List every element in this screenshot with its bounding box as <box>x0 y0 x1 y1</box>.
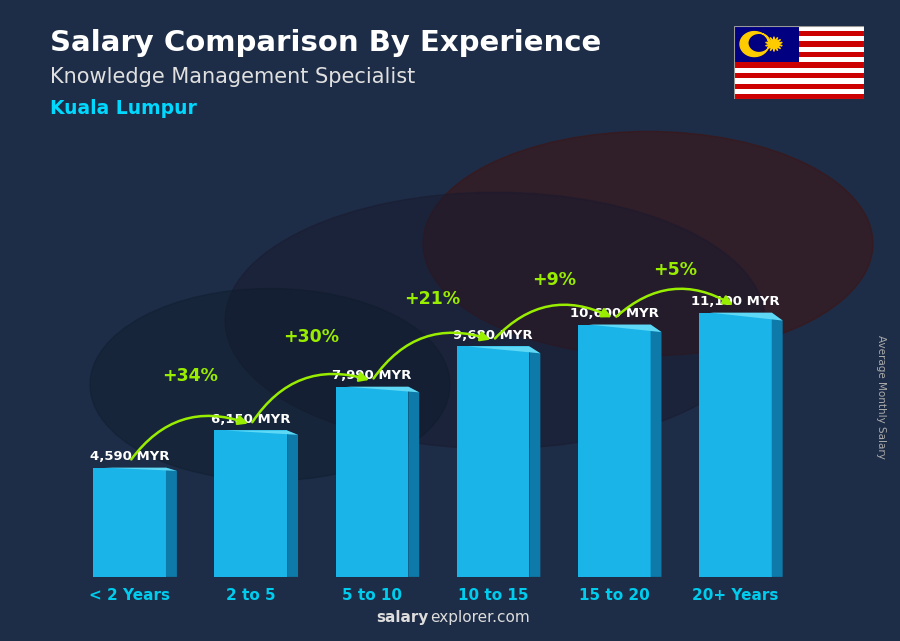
Polygon shape <box>771 313 783 577</box>
Text: 9,680 MYR: 9,680 MYR <box>454 329 533 342</box>
Bar <box>734 47 864 52</box>
Polygon shape <box>456 346 529 577</box>
Bar <box>734 94 864 99</box>
Polygon shape <box>287 431 298 577</box>
Text: +5%: +5% <box>652 262 697 279</box>
Bar <box>734 83 864 89</box>
Ellipse shape <box>423 131 873 356</box>
Text: Knowledge Management Specialist: Knowledge Management Specialist <box>50 67 415 87</box>
Bar <box>734 62 864 68</box>
Polygon shape <box>699 313 771 577</box>
Text: 6,150 MYR: 6,150 MYR <box>211 413 291 426</box>
Polygon shape <box>651 324 661 577</box>
Bar <box>734 89 864 94</box>
Bar <box>734 36 864 42</box>
Bar <box>734 73 864 78</box>
Polygon shape <box>336 387 419 392</box>
Bar <box>734 57 864 62</box>
Text: 7,990 MYR: 7,990 MYR <box>332 369 411 383</box>
Text: +30%: +30% <box>284 328 339 346</box>
Bar <box>734 42 864 47</box>
Bar <box>734 78 864 83</box>
Polygon shape <box>456 346 540 353</box>
Text: Kuala Lumpur: Kuala Lumpur <box>50 99 196 119</box>
Bar <box>734 31 864 36</box>
Text: 11,100 MYR: 11,100 MYR <box>691 296 779 308</box>
Text: +21%: +21% <box>404 290 461 308</box>
Bar <box>734 26 864 31</box>
Polygon shape <box>740 31 770 56</box>
Text: explorer.com: explorer.com <box>430 610 530 625</box>
Ellipse shape <box>225 192 765 449</box>
Text: 10,600 MYR: 10,600 MYR <box>570 307 659 320</box>
Text: salary: salary <box>376 610 428 625</box>
Polygon shape <box>699 313 783 320</box>
Bar <box>734 26 799 62</box>
Bar <box>734 52 864 57</box>
Text: 4,590 MYR: 4,590 MYR <box>90 451 169 463</box>
Polygon shape <box>578 324 662 332</box>
Bar <box>734 68 864 73</box>
Text: Salary Comparison By Experience: Salary Comparison By Experience <box>50 29 601 57</box>
Text: +9%: +9% <box>532 271 576 289</box>
Polygon shape <box>336 387 409 577</box>
Polygon shape <box>766 37 782 51</box>
Polygon shape <box>94 468 177 471</box>
Polygon shape <box>529 346 540 577</box>
Polygon shape <box>214 431 287 577</box>
Text: Average Monthly Salary: Average Monthly Salary <box>877 335 886 460</box>
Polygon shape <box>94 468 166 577</box>
Polygon shape <box>409 387 419 577</box>
Ellipse shape <box>90 288 450 481</box>
Polygon shape <box>214 431 298 435</box>
Text: +34%: +34% <box>162 367 218 385</box>
Polygon shape <box>166 468 177 577</box>
Polygon shape <box>578 324 651 577</box>
